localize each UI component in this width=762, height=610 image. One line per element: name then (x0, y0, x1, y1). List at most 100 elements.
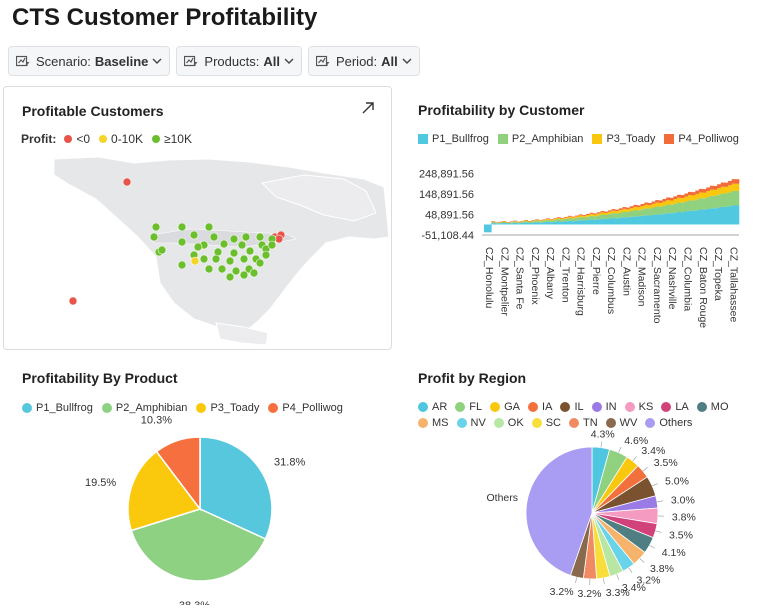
bar-segment[interactable] (633, 209, 638, 217)
bar-segment[interactable] (651, 207, 656, 215)
bar-segment[interactable] (575, 216, 580, 218)
bar-segment[interactable] (637, 216, 641, 225)
bar-segment[interactable] (626, 209, 631, 212)
bar-segment[interactable] (571, 221, 576, 225)
bar-segment[interactable] (491, 222, 496, 224)
bar-segment[interactable] (535, 222, 539, 225)
bar-segment[interactable] (647, 205, 652, 209)
bar-segment[interactable] (575, 217, 580, 221)
bar-segment[interactable] (538, 220, 543, 222)
bar-segment[interactable] (578, 220, 583, 225)
bar-segment[interactable] (633, 206, 638, 210)
bar-segment[interactable] (494, 222, 499, 223)
map-point[interactable] (209, 232, 219, 242)
bar-segment[interactable] (498, 222, 503, 223)
bar-segment[interactable] (542, 220, 547, 223)
bar-segment[interactable] (691, 210, 696, 225)
map-point[interactable] (189, 230, 199, 240)
map-point[interactable] (151, 222, 161, 232)
bar-segment[interactable] (709, 189, 714, 196)
map-point[interactable] (239, 270, 249, 280)
bar-segment[interactable] (698, 188, 703, 193)
bar-segment[interactable] (680, 195, 685, 198)
bar-segment[interactable] (556, 221, 561, 225)
bar-segment[interactable] (611, 213, 616, 219)
pie-slice[interactable] (525, 446, 593, 576)
bar-segment[interactable] (655, 202, 660, 207)
bar-segment[interactable] (607, 211, 612, 215)
bar-segment[interactable] (545, 218, 550, 219)
bar-segment[interactable] (520, 221, 525, 222)
bar-segment[interactable] (698, 198, 703, 210)
bar-segment[interactable] (553, 219, 558, 222)
bar-segment[interactable] (658, 202, 663, 207)
bar-segment[interactable] (622, 211, 627, 218)
bar-segment[interactable] (535, 219, 539, 220)
bar-segment[interactable] (524, 221, 529, 223)
bar-segment[interactable] (713, 208, 718, 225)
bar-segment[interactable] (637, 205, 641, 208)
bar-segment[interactable] (655, 200, 660, 203)
map-point[interactable] (255, 232, 265, 242)
map-point[interactable] (225, 256, 235, 266)
map-point[interactable] (231, 266, 241, 276)
bar-segment[interactable] (666, 197, 671, 201)
bar-segment[interactable] (684, 193, 689, 197)
map-point[interactable] (177, 237, 187, 247)
bar-segment[interactable] (549, 222, 554, 225)
bar-segment[interactable] (629, 208, 634, 211)
bar-segment[interactable] (695, 210, 700, 225)
bar-segment[interactable] (618, 209, 623, 213)
bar-segment[interactable] (666, 204, 671, 214)
bar-segment[interactable] (589, 213, 594, 216)
bar-segment[interactable] (607, 218, 612, 225)
map-point[interactable] (229, 234, 239, 244)
bar-segment[interactable] (688, 191, 692, 196)
bar-segment[interactable] (731, 190, 736, 206)
bar-segment[interactable] (615, 211, 620, 214)
bar-segment[interactable] (549, 219, 554, 221)
bar-segment[interactable] (491, 223, 496, 225)
map-point[interactable] (149, 232, 159, 242)
bar-segment[interactable] (677, 194, 682, 198)
bar-segment[interactable] (491, 221, 496, 222)
bar-segment[interactable] (538, 222, 543, 225)
bar-segment[interactable] (662, 198, 667, 202)
bar-segment[interactable] (589, 215, 594, 220)
bar-segment[interactable] (695, 193, 700, 200)
bar-segment[interactable] (586, 220, 590, 225)
bar-segment[interactable] (571, 217, 576, 219)
bar-segment[interactable] (702, 189, 707, 193)
bar-segment[interactable] (578, 214, 583, 216)
bar-segment[interactable] (644, 208, 649, 216)
map-point[interactable] (239, 254, 249, 264)
bar-segment[interactable] (586, 215, 590, 217)
bar-segment[interactable] (578, 217, 583, 221)
bar-segment[interactable] (531, 222, 536, 225)
bar-segment[interactable] (706, 197, 711, 209)
bar-segment[interactable] (655, 214, 660, 225)
bar-segment[interactable] (567, 215, 572, 217)
bar-segment[interactable] (604, 219, 609, 225)
bar-segment[interactable] (498, 222, 503, 224)
bar-segment[interactable] (502, 223, 507, 225)
bar-segment[interactable] (542, 222, 547, 225)
bar-segment[interactable] (629, 216, 634, 225)
bar-segment[interactable] (688, 195, 692, 201)
bar-segment[interactable] (673, 203, 678, 213)
bar-segment[interactable] (571, 218, 576, 222)
bar-segment[interactable] (582, 216, 587, 218)
bar-segment[interactable] (618, 217, 623, 225)
bar-segment[interactable] (531, 221, 536, 223)
bar-segment[interactable] (600, 212, 605, 215)
bar-segment[interactable] (593, 214, 598, 217)
bar-segment[interactable] (713, 189, 718, 196)
bar-segment[interactable] (571, 216, 576, 218)
bar-segment[interactable] (520, 222, 525, 225)
bar-segment[interactable] (677, 202, 682, 213)
bar-segment[interactable] (680, 197, 685, 203)
bar-segment[interactable] (724, 206, 729, 225)
bar-segment[interactable] (735, 190, 740, 206)
bar-segment[interactable] (527, 221, 532, 224)
bar-segment[interactable] (626, 211, 631, 218)
